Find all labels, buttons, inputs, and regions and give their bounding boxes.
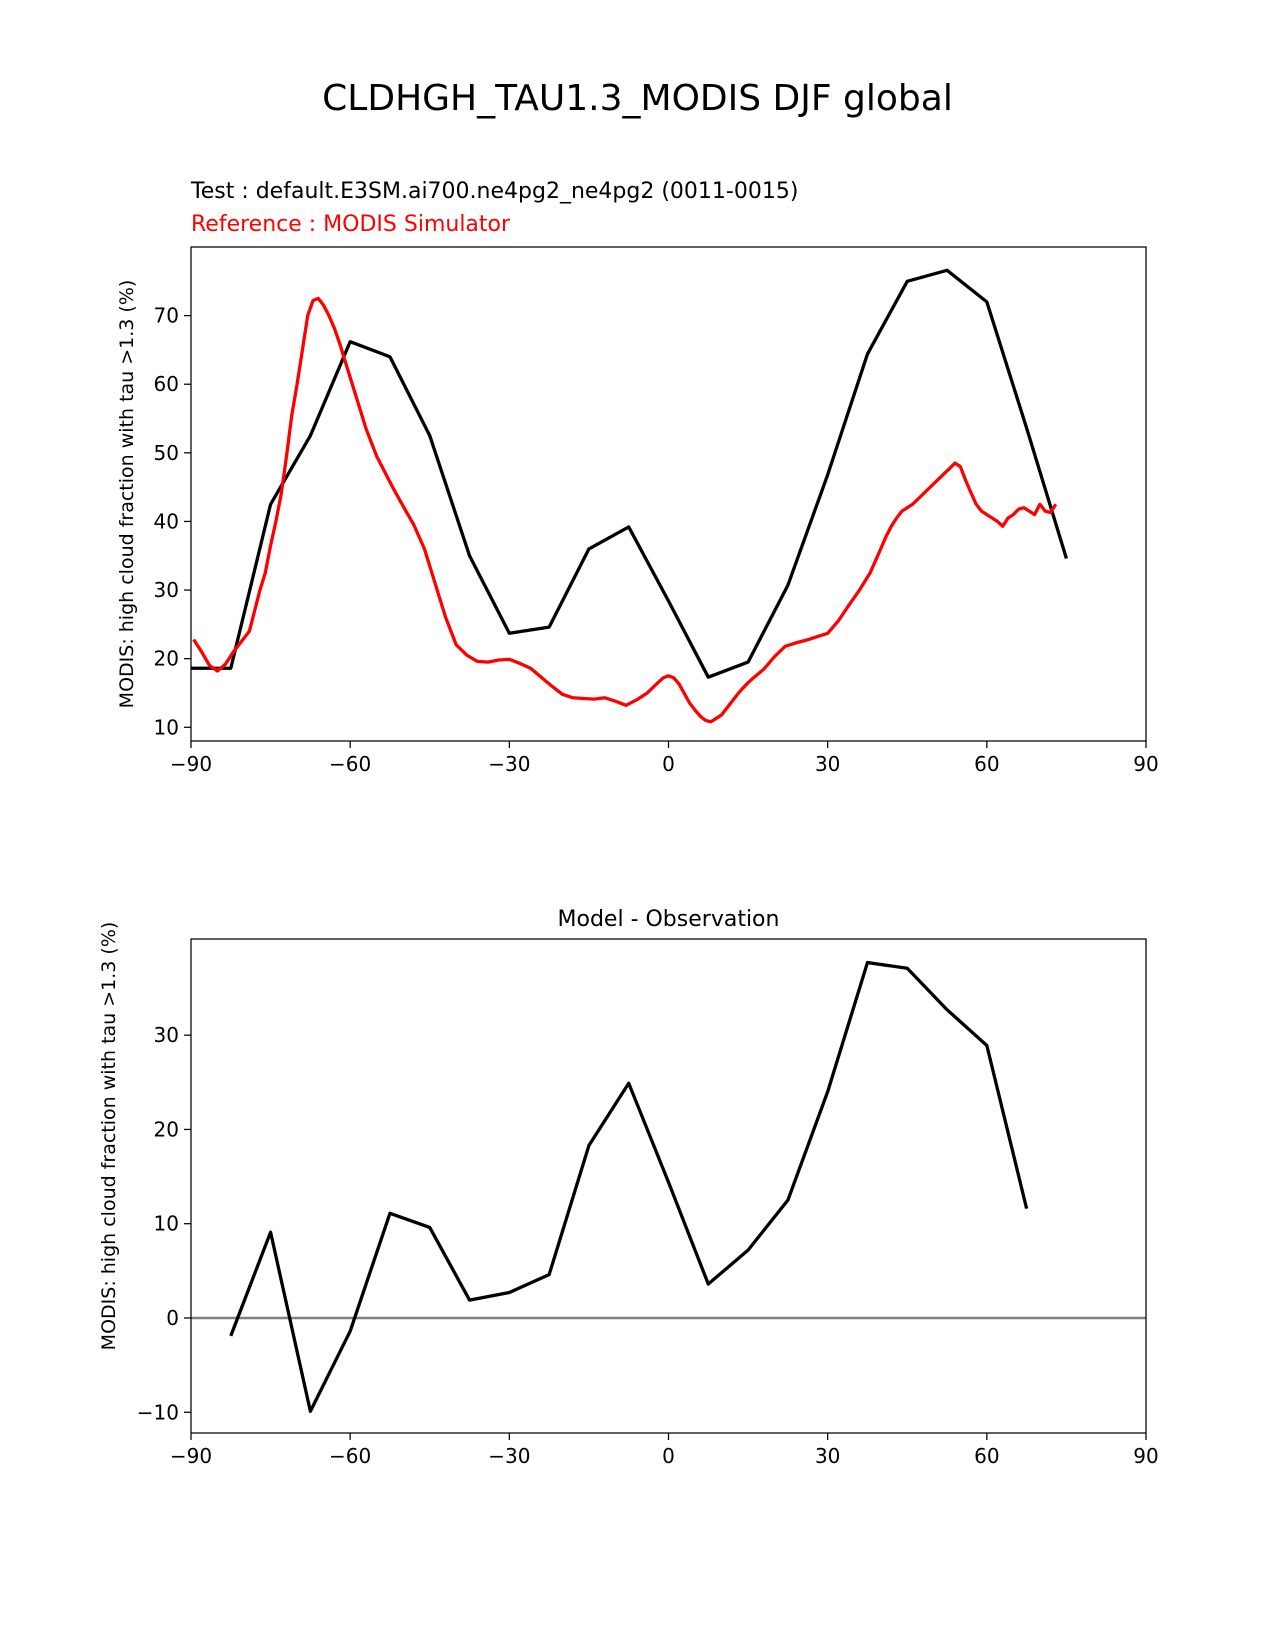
bottom-ytick-label: 30 <box>154 1023 179 1047</box>
bottom-ylabel: MODIS: high cloud fraction with tau >1.3… <box>98 922 120 1351</box>
bottom-ytick-label: −10 <box>137 1400 179 1424</box>
bottom-xtick-label: −90 <box>170 1444 212 1468</box>
bottom-ytick-label: 20 <box>154 1117 179 1141</box>
top-xtick-label: 90 <box>1133 752 1158 776</box>
top-xtick-label: −90 <box>170 752 212 776</box>
top-series-line-1 <box>192 296 1058 724</box>
bottom-plot-frame <box>190 938 1147 1434</box>
top-ytick-label: 70 <box>154 304 179 328</box>
bottom-panel: Model - Observation MODIS: high cloud fr… <box>98 907 1159 1468</box>
top-plot-frame <box>190 246 1147 742</box>
top-ytick-label: 20 <box>154 647 179 671</box>
figure-suptitle: CLDHGH_TAU1.3_MODIS DJF global <box>322 78 953 119</box>
top-xtick-label: 30 <box>815 752 840 776</box>
bottom-series-group <box>191 960 1146 1413</box>
top-ytick-label: 10 <box>154 715 179 739</box>
bottom-series-line-0 <box>229 960 1029 1413</box>
bottom-xtick-label: 60 <box>974 1444 999 1468</box>
bottom-title: Model - Observation <box>558 907 780 932</box>
bottom-xtick-label: 30 <box>815 1444 840 1468</box>
top-ylabel: MODIS: high cloud fraction with tau >1.3… <box>116 280 138 709</box>
top-xtick-label: 60 <box>974 752 999 776</box>
bottom-ytick-label: 10 <box>154 1212 179 1236</box>
top-xtick-label: −30 <box>488 752 530 776</box>
bottom-xtick-label: 90 <box>1133 1444 1158 1468</box>
top-xtick-label: −60 <box>329 752 371 776</box>
top-ytick-label: 50 <box>154 441 179 465</box>
bottom-ytick-label: 0 <box>166 1306 179 1330</box>
bottom-xtick-label: −60 <box>329 1444 371 1468</box>
test-title: Test : default.E3SM.ai700.ne4pg2_ne4pg2 … <box>190 179 798 204</box>
top-ytick-label: 30 <box>154 578 179 602</box>
top-ytick-label: 40 <box>154 509 179 533</box>
top-xtick-label: 0 <box>662 752 675 776</box>
bottom-ticks-group: −90 −60 −30 0 30 60 90 −10 0 10 20 30 <box>137 1023 1159 1468</box>
top-series-group <box>191 268 1068 724</box>
reference-title: Reference : MODIS Simulator <box>191 212 511 237</box>
bottom-xtick-label: 0 <box>662 1444 675 1468</box>
bottom-xtick-label: −30 <box>488 1444 530 1468</box>
top-ytick-label: 60 <box>154 372 179 396</box>
top-ticks-group: −90 −60 −30 0 30 60 90 10 20 30 40 50 60 70 <box>154 304 1159 776</box>
top-panel: Test : default.E3SM.ai700.ne4pg2_ne4pg2 … <box>116 179 1159 776</box>
top-series-line-0 <box>191 268 1068 679</box>
